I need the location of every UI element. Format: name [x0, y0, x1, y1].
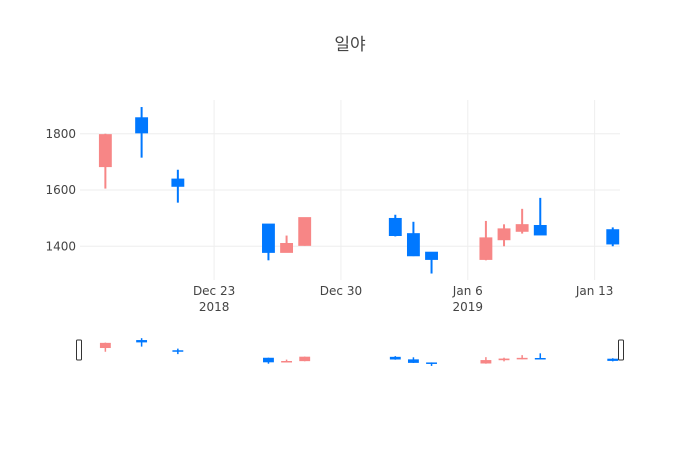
range-slider-right-handle[interactable]: [618, 339, 624, 361]
grid: [80, 100, 620, 280]
candle-body: [171, 178, 185, 187]
candle-body: [497, 228, 511, 241]
candle-body: [406, 233, 420, 257]
slider-candle: [136, 338, 148, 347]
candle-increasing[interactable]: [606, 227, 620, 247]
slider-candle: [426, 362, 437, 366]
candle-body: [298, 217, 312, 246]
candle-decreasing[interactable]: [497, 224, 511, 247]
candle-body: [388, 217, 402, 236]
candles[interactable]: [98, 107, 620, 274]
y-tick-label: 1600: [45, 183, 76, 197]
candle-increasing[interactable]: [135, 107, 149, 158]
candle-body: [606, 229, 620, 245]
candle-body: [515, 224, 529, 232]
slider-candle: [516, 355, 528, 360]
x-tick-label: Jan 6: [452, 284, 483, 298]
slider-candle: [534, 353, 546, 360]
slider-candle: [407, 357, 419, 364]
candle-body: [280, 243, 294, 253]
candle-body: [533, 225, 547, 236]
candle-increasing[interactable]: [388, 214, 402, 237]
chart-title: 일야: [334, 35, 366, 55]
slider-candle: [281, 359, 293, 363]
range-slider[interactable]: [76, 338, 624, 366]
candle-increasing[interactable]: [425, 251, 438, 274]
slider-candle: [99, 342, 111, 352]
candle-increasing[interactable]: [533, 197, 547, 236]
slider-candle: [263, 357, 274, 364]
candle-increasing[interactable]: [171, 169, 185, 203]
x-tick-label: Dec 23: [193, 284, 235, 298]
y-axis: 1400 1600 1800: [45, 127, 76, 254]
slider-candle: [172, 348, 184, 355]
y-tick-label: 1800: [45, 127, 76, 141]
y-tick-label: 1400: [45, 239, 76, 253]
x-tick-year-label: 2018: [199, 300, 230, 314]
candle-body: [135, 117, 149, 134]
candle-increasing[interactable]: [262, 223, 275, 261]
candle-decreasing[interactable]: [479, 220, 493, 261]
x-tick-label: Dec 30: [320, 284, 362, 298]
candle-body: [262, 223, 275, 253]
candle-decreasing[interactable]: [98, 133, 112, 189]
range-slider-left-handle[interactable]: [76, 339, 82, 361]
x-tick-label: Jan 13: [575, 284, 614, 298]
x-tick-year-label: 2019: [453, 300, 484, 314]
candle-decreasing[interactable]: [298, 217, 312, 246]
candle-decreasing[interactable]: [280, 235, 294, 253]
slider-candle: [299, 356, 311, 362]
slider-candle: [480, 357, 492, 364]
candle-body: [479, 237, 493, 260]
slider-candle: [607, 358, 619, 362]
slider-candle: [389, 356, 401, 360]
candle-decreasing[interactable]: [515, 208, 529, 234]
x-axis: Dec 23 2018 Dec 30 Jan 6 2019 Jan 13: [193, 284, 613, 314]
slider-candle: [498, 357, 510, 362]
candle-increasing[interactable]: [406, 221, 420, 257]
candle-body: [98, 134, 112, 168]
candle-body: [425, 251, 438, 260]
